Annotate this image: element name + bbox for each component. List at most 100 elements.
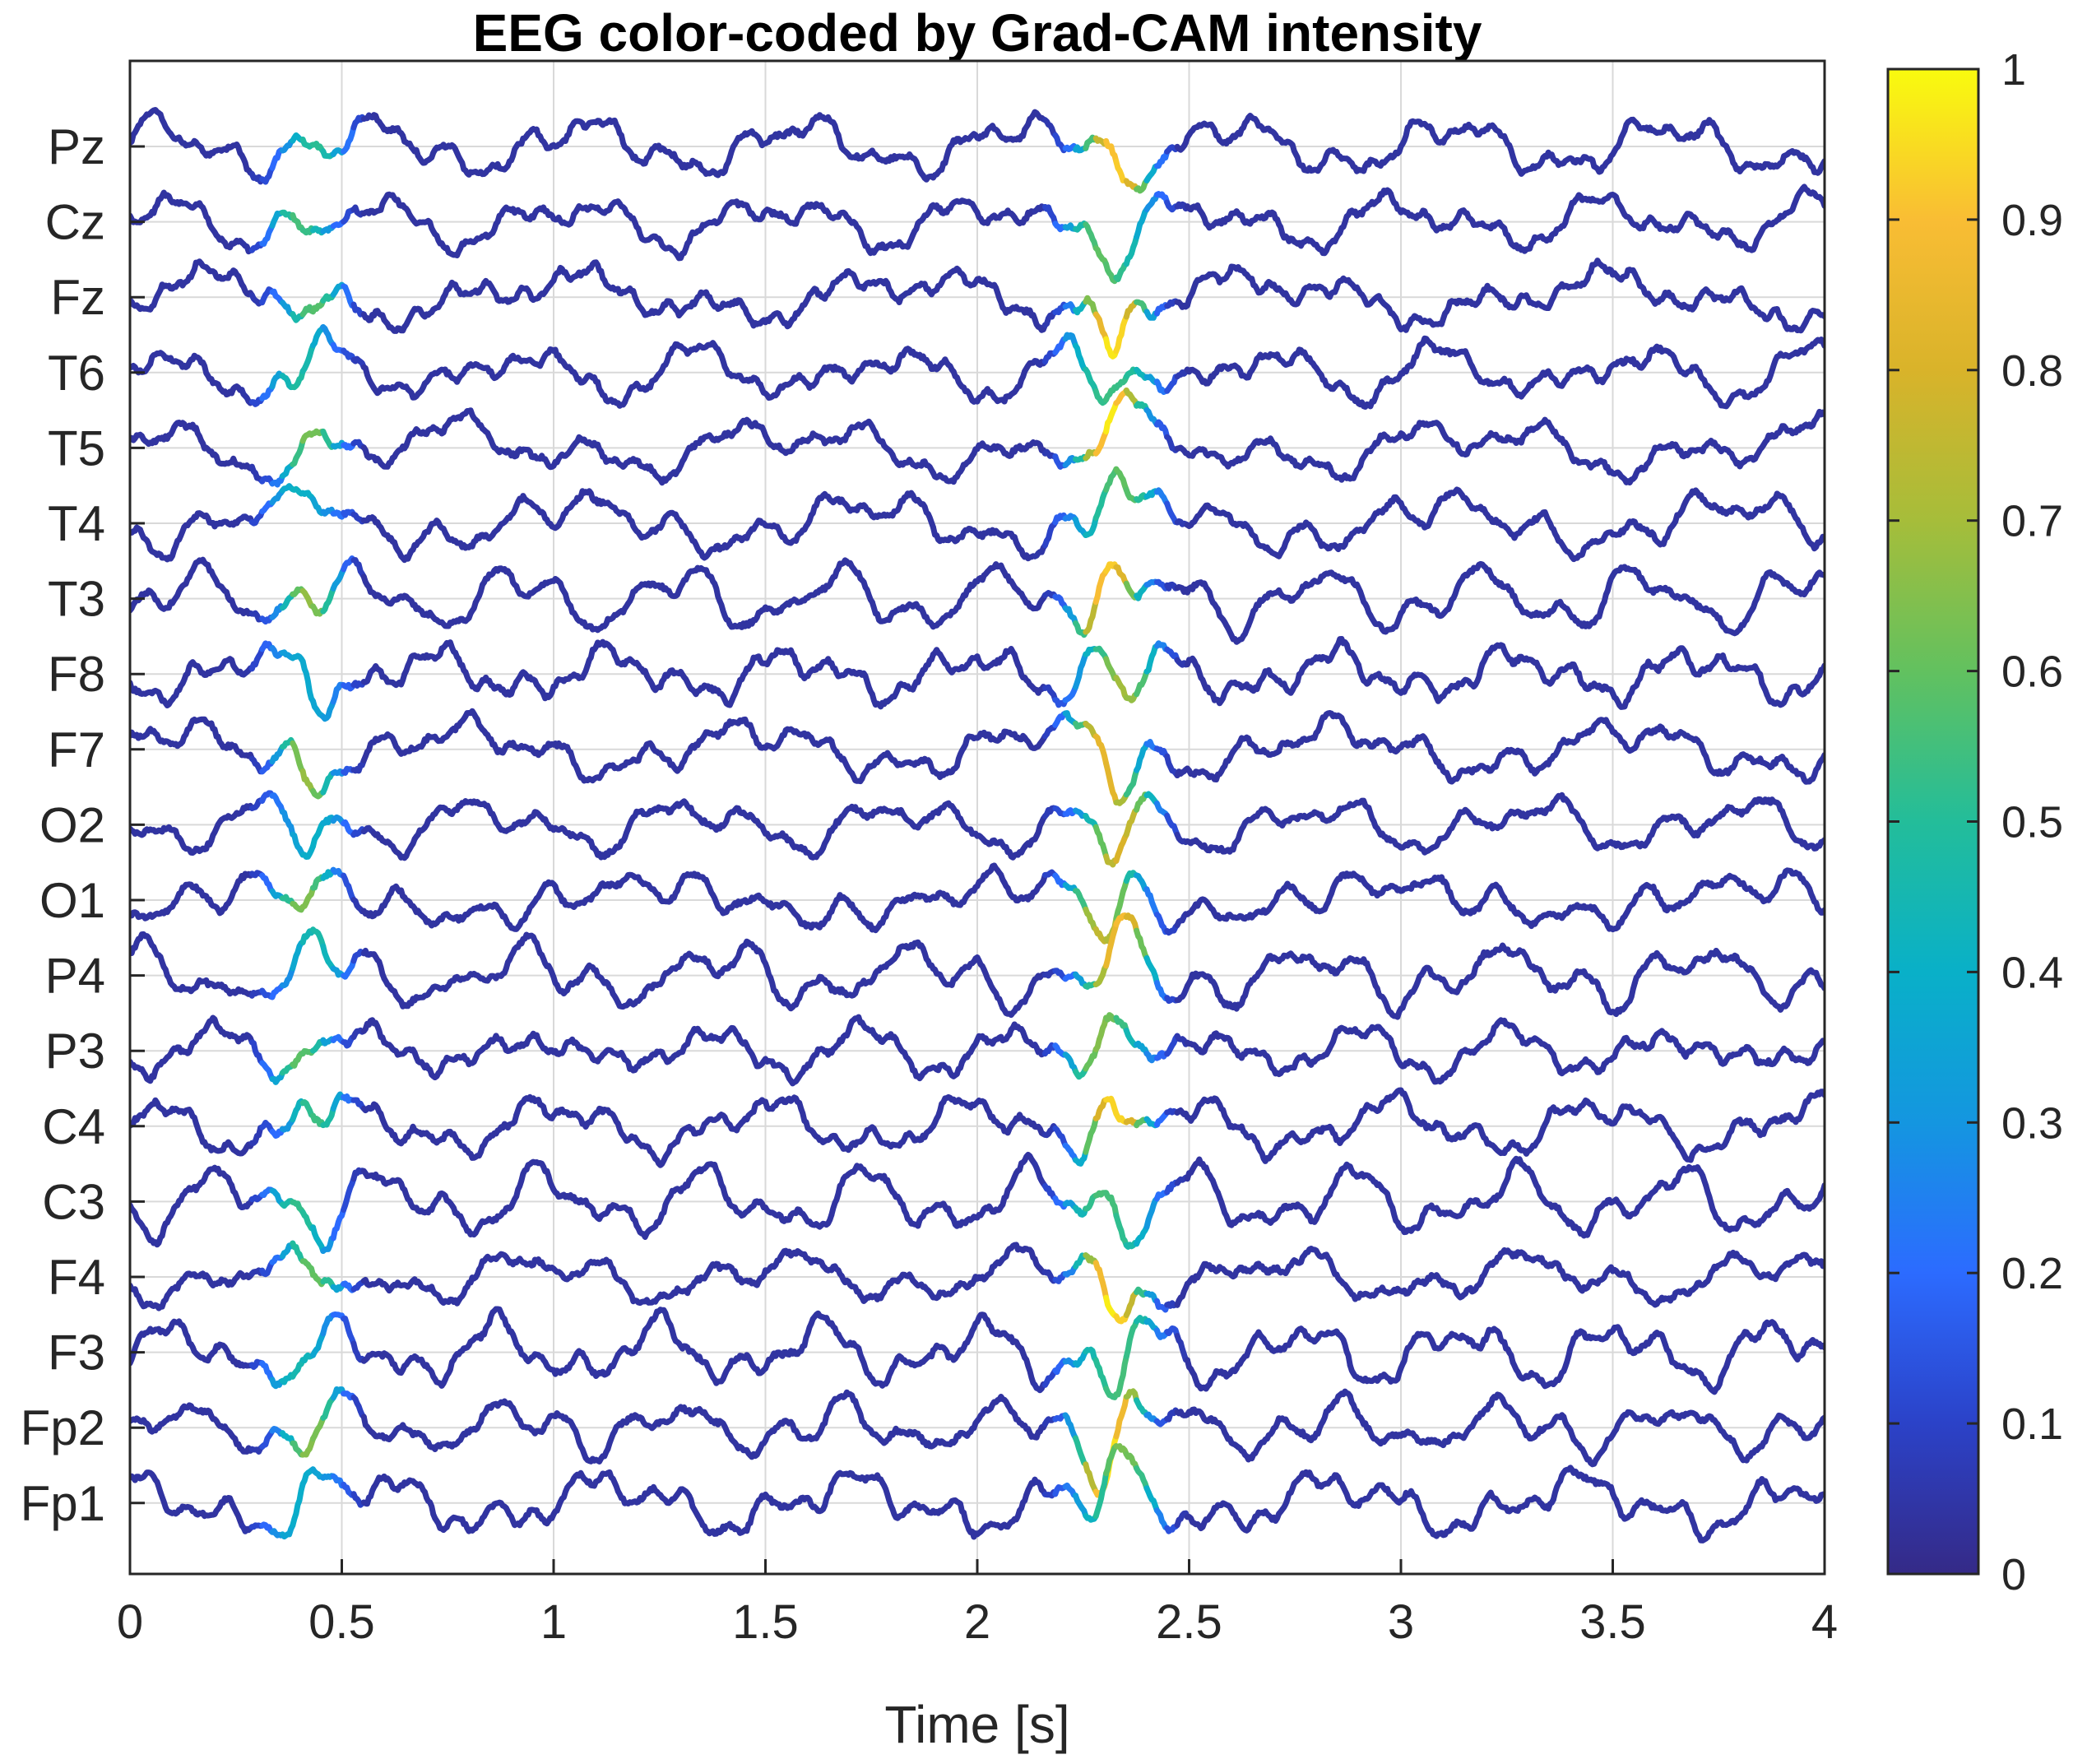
eeg-trace-segment [1388, 143, 1404, 160]
eeg-trace-segment [1469, 661, 1486, 690]
eeg-trace-segment [1255, 953, 1272, 977]
eeg-trace-segment [1022, 109, 1038, 132]
eeg-trace-segment [1652, 949, 1668, 969]
eeg-trace-segment [269, 1070, 285, 1085]
eeg-trace-segment [768, 1495, 784, 1511]
eeg-trace-segment [1388, 370, 1404, 385]
eeg-trace-segment [248, 1039, 266, 1066]
eeg-trace-segment [1642, 881, 1658, 896]
eeg-trace-segment [1703, 383, 1719, 402]
colorbar-tick-label: 0.7 [2001, 497, 2063, 546]
eeg-trace-segment [899, 457, 916, 468]
eeg-trace-segment [218, 740, 235, 751]
channel-label: P3 [45, 1024, 105, 1079]
eeg-trace-segment [1204, 1095, 1221, 1105]
eeg-trace-segment [1794, 586, 1811, 598]
eeg-trace-segment [899, 232, 916, 250]
eeg-trace-segment [1204, 771, 1221, 782]
eeg-trace-segment [320, 1277, 336, 1290]
eeg-trace-segment [971, 653, 987, 671]
eeg-trace-segment [819, 577, 835, 594]
eeg-trace-segment [310, 324, 327, 349]
eeg-trace-segment [1276, 285, 1292, 303]
eeg-trace-segment [869, 691, 886, 710]
eeg-trace-segment [1327, 1171, 1343, 1198]
eeg-trace-segment [533, 681, 550, 702]
eeg-trace-segment [1041, 1123, 1059, 1139]
eeg-trace-segment [1092, 645, 1110, 662]
eeg-trace-segment [1327, 1025, 1343, 1051]
eeg-trace-segment [137, 1417, 154, 1434]
eeg-trace-segment [574, 1348, 591, 1367]
eeg-trace-segment [787, 905, 805, 927]
eeg-trace-segment [707, 730, 723, 740]
eeg-trace-segment [1103, 1190, 1120, 1219]
eeg-trace-segment [726, 805, 744, 816]
eeg-trace-segment [1652, 1413, 1668, 1427]
eeg-trace-segment [1083, 1252, 1099, 1266]
eeg-trace-segment [1804, 1197, 1821, 1212]
eeg-trace-segment [1092, 1097, 1110, 1121]
eeg-trace-segment [299, 768, 316, 794]
colorbar-tick-label: 0.5 [2001, 798, 2063, 847]
eeg-trace-segment [130, 595, 143, 614]
eeg-trace-segment [1388, 430, 1404, 443]
eeg-trace-segment [1083, 515, 1099, 538]
eeg-trace-segment [137, 931, 154, 945]
eeg-trace-segment [452, 365, 469, 385]
eeg-trace-segment [1540, 416, 1556, 435]
eeg-trace-segment [1530, 1254, 1547, 1265]
eeg-trace-segment [1784, 1417, 1801, 1432]
eeg-trace-segment [350, 679, 367, 689]
eeg-trace-segment [1083, 1346, 1099, 1363]
eeg-trace-segment [1092, 733, 1110, 767]
eeg-trace-segment [869, 599, 886, 624]
eeg-trace-segment [1530, 807, 1547, 817]
eeg-trace-segment [1083, 1115, 1099, 1155]
eeg-trace-segment [1743, 506, 1760, 521]
eeg-trace-segment [1550, 791, 1567, 805]
eeg-trace-segment [1591, 196, 1607, 205]
eeg-trace-segment [879, 361, 896, 375]
eeg-trace-segment [1581, 364, 1598, 378]
eeg-trace-segment [290, 1199, 306, 1215]
eeg-trace-segment [889, 239, 906, 250]
eeg-trace-segment [229, 741, 245, 759]
eeg-trace-segment [1276, 221, 1292, 244]
eeg-trace-segment [1388, 191, 1404, 216]
eeg-trace-segment [1703, 657, 1719, 673]
eeg-trace-segment [1174, 1107, 1190, 1121]
eeg-trace-segment [1418, 1330, 1435, 1344]
eeg-trace-segment [1123, 912, 1140, 934]
eeg-trace-segment [1418, 120, 1435, 132]
eeg-trace-segment [1408, 313, 1425, 324]
eeg-trace-segment [1011, 126, 1028, 143]
eeg-trace-segment [1519, 379, 1537, 397]
eeg-trace-segment [130, 1282, 143, 1303]
eeg-trace-segment [1550, 911, 1567, 921]
eeg-trace-segment [1337, 1128, 1353, 1146]
eeg-trace-segment [1377, 737, 1394, 754]
eeg-trace-segment [1092, 1357, 1110, 1392]
eeg-trace-segment [1306, 1331, 1323, 1345]
eeg-trace-segment [554, 264, 570, 279]
eeg-trace-segment [1306, 953, 1323, 973]
eeg-trace-segment [564, 206, 581, 228]
eeg-trace-segment [1134, 1223, 1150, 1247]
eeg-trace-segment [1672, 1136, 1689, 1161]
eeg-trace-segment [859, 915, 875, 933]
eeg-trace-segment [1631, 663, 1649, 690]
eeg-trace-segment [1398, 989, 1414, 1012]
eeg-trace-segment [584, 639, 601, 669]
eeg-trace-segment [1062, 142, 1078, 153]
eeg-trace-segment [707, 963, 723, 980]
eeg-trace-segment [1204, 973, 1221, 998]
eeg-trace-segment [950, 592, 967, 615]
eeg-trace-segment [1530, 1494, 1547, 1510]
eeg-trace-segment [1469, 1122, 1486, 1137]
eeg-trace-segment [330, 1311, 347, 1322]
eeg-trace-segment [1337, 534, 1353, 550]
eeg-trace-segment [971, 527, 987, 541]
eeg-trace-segment [1022, 1354, 1038, 1388]
eeg-trace-segment [320, 1105, 336, 1129]
